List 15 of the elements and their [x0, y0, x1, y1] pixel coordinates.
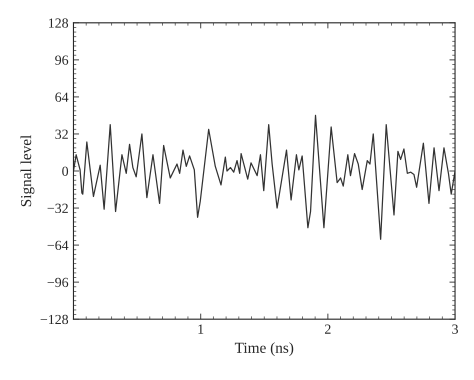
y-tick-label: −64 [48, 240, 68, 250]
x-tick-label: 3 [452, 324, 458, 334]
x-axis-title: Time (ns) [234, 342, 294, 356]
y-tick-label: 96 [55, 55, 68, 65]
y-tick-label: −96 [48, 278, 68, 288]
y-tick-label: 128 [48, 18, 68, 28]
x-tick-label: 1 [198, 324, 204, 334]
y-tick-label: 64 [55, 92, 68, 102]
y-tick-label: −128 [40, 314, 68, 324]
x-tick-label: 2 [324, 324, 331, 334]
line-series [73, 114, 456, 240]
y-axis-title: Signal level [20, 135, 34, 206]
y-tick-label: −32 [48, 204, 68, 214]
y-tick-label: 0 [62, 166, 68, 176]
y-tick-label: 32 [55, 130, 68, 139]
